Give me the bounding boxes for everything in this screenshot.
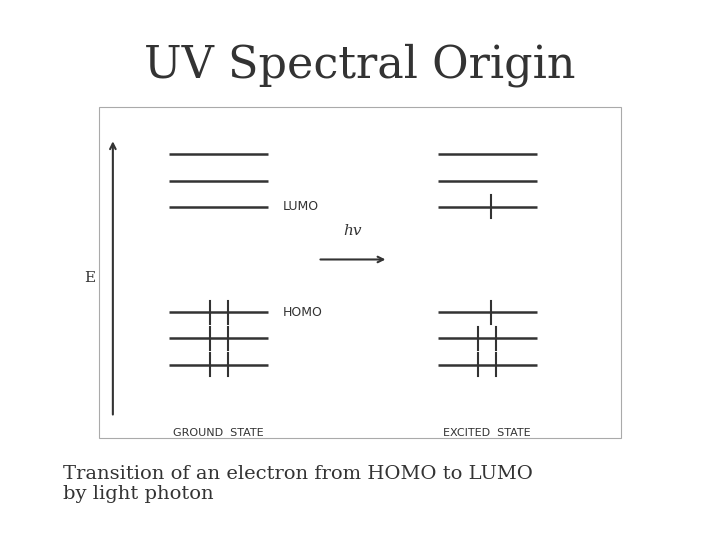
Text: hv: hv: [343, 225, 362, 239]
Text: HOMO: HOMO: [282, 306, 323, 319]
Text: Transition of an electron from HOMO to LUMO
by light photon: Transition of an electron from HOMO to L…: [63, 464, 534, 503]
Text: LUMO: LUMO: [282, 200, 318, 213]
Text: EXCITED  STATE: EXCITED STATE: [444, 428, 531, 438]
Text: GROUND  STATE: GROUND STATE: [174, 428, 264, 438]
Text: E: E: [84, 271, 95, 285]
Text: UV Spectral Origin: UV Spectral Origin: [144, 44, 576, 87]
